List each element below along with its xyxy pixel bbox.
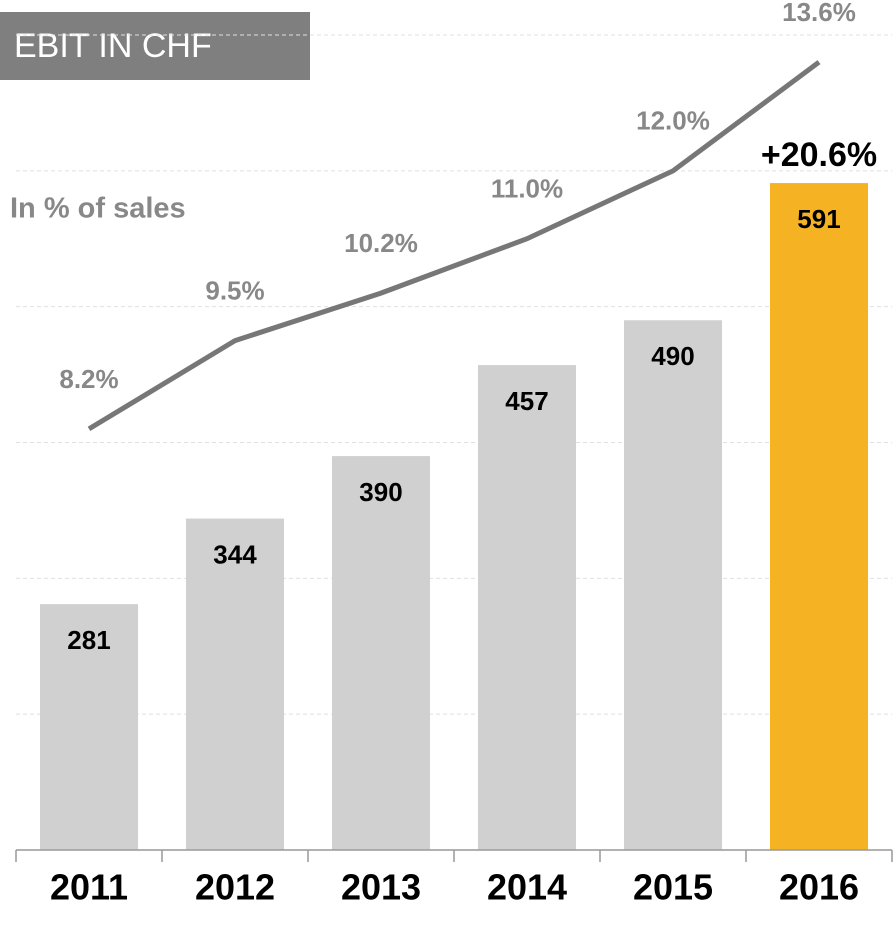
line-label: 12.0% [636,106,710,136]
bar-label: 591 [797,204,840,234]
title-box [0,12,310,80]
x-tick-label: 2016 [779,867,859,908]
x-tick-label: 2014 [487,867,567,908]
line-label: 8.2% [59,364,118,394]
bar [332,456,430,850]
bar [478,365,576,850]
bar-label: 390 [359,477,402,507]
bar-label: 490 [651,341,694,371]
line-label: 11.0% [491,174,563,204]
line-label: 10.2% [344,228,418,258]
bar [186,518,284,850]
bar [770,183,868,850]
chart-title: EBIT IN CHF [14,27,212,65]
x-tick-label: 2015 [633,867,713,908]
bar [624,320,722,850]
x-tick-label: 2013 [341,867,421,908]
line [87,60,821,432]
subtitle: In % of sales [10,193,186,225]
x-tick-label: 2012 [195,867,275,908]
annotation: +20.6% [761,136,877,174]
x-tick-label: 2011 [50,867,128,908]
line-label: 13.6% [782,0,856,27]
bar-label: 281 [67,625,110,655]
bar-label: 457 [505,386,548,416]
bar-label: 344 [213,539,257,569]
line-label: 9.5% [205,276,264,306]
bar [40,604,138,850]
